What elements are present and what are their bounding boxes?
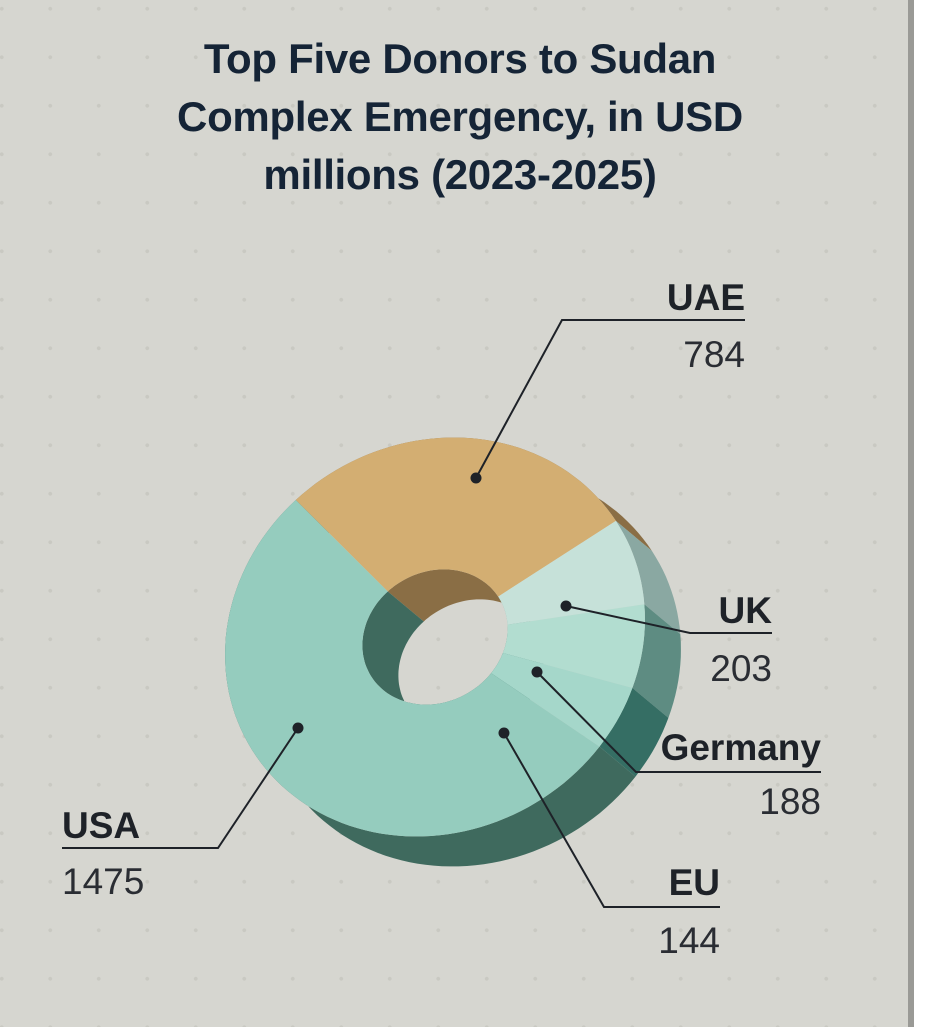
label-name-germany: Germany bbox=[661, 727, 822, 768]
leader-line-eu bbox=[503, 732, 720, 908]
inner-wall-uae bbox=[387, 569, 535, 627]
label-name-uae: UAE bbox=[667, 277, 745, 318]
leader-dot-eu bbox=[498, 727, 510, 739]
slice-labels: UAE 784 UK 203 Germany 188 EU 144 USA 1475 bbox=[62, 277, 821, 961]
label-value-uae: 784 bbox=[683, 334, 745, 375]
donut-slices bbox=[225, 437, 645, 837]
leader-line-uk bbox=[565, 605, 772, 634]
label-name-eu: EU bbox=[669, 862, 720, 903]
outer-wall-uk bbox=[615, 520, 681, 635]
slice-germany bbox=[502, 604, 645, 688]
leader-dot-uae bbox=[470, 472, 482, 484]
leader-line-germany bbox=[536, 671, 821, 773]
leader-dot-usa bbox=[292, 722, 304, 734]
label-value-eu: 144 bbox=[658, 920, 720, 961]
label-value-uk: 203 bbox=[710, 648, 772, 689]
label-name-uk: UK bbox=[719, 590, 773, 631]
leader-line-usa bbox=[62, 727, 299, 849]
label-value-usa: 1475 bbox=[62, 861, 144, 902]
panel-edge bbox=[908, 0, 914, 1027]
slice-uk bbox=[498, 520, 645, 625]
label-value-germany: 188 bbox=[759, 781, 821, 822]
label-name-usa: USA bbox=[62, 805, 140, 846]
leader-dot-uk bbox=[560, 600, 572, 612]
slice-eu bbox=[491, 653, 633, 747]
leader-line-uae bbox=[475, 319, 745, 479]
outer-wall-germany bbox=[632, 604, 681, 718]
slice-uae bbox=[295, 437, 616, 597]
slice-usa bbox=[225, 500, 600, 837]
leader-dot-germany bbox=[531, 666, 543, 678]
outer-wall-eu bbox=[599, 687, 669, 777]
leader-lines bbox=[62, 319, 821, 908]
chart-title: Top Five Donors to Sudan Complex Emergen… bbox=[177, 35, 743, 198]
